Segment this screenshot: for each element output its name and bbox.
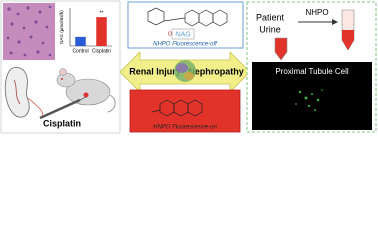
kidney-vessel (13, 79, 21, 105)
enzyme-structure (174, 60, 196, 82)
y-axis-label: NAG (μmol/ml/h) (59, 10, 64, 44)
arrowhead (332, 19, 338, 25)
needle (79, 96, 87, 101)
bar (96, 17, 107, 46)
cell-label: Proximal Tubule Cell (275, 67, 349, 76)
graphical-abstract: NAG (μmol/ml/h) Control Cisplatin ** Cispl… (0, 0, 378, 134)
enzyme-label-box (171, 28, 195, 40)
molecule-off (147, 7, 228, 27)
mouse-head (56, 72, 76, 88)
mini-bar-chart: NAG (μmol/ml/h) Control Cisplatin ** (59, 8, 112, 54)
injection-site (83, 92, 89, 98)
atom-label: O (168, 31, 172, 37)
probe-off-box (127, 1, 244, 49)
enzyme-label: NAG (175, 31, 191, 38)
x-tick-label: Control (72, 48, 88, 54)
mouse-body (65, 78, 111, 106)
histology-image (3, 3, 55, 60)
syringe (39, 98, 81, 120)
probe-on-label: HNPO Fluorescence-on (153, 125, 217, 131)
cell-fluorescence (295, 89, 323, 111)
mouse-ear (59, 68, 67, 76)
significance-label: ** (100, 10, 104, 16)
sample-label-2: Urine (259, 24, 281, 34)
mouse-eye (61, 78, 63, 80)
histology-nuclei (6, 5, 52, 57)
mouse-tail (107, 94, 116, 113)
probe-on-box (129, 89, 241, 133)
drug-label: Cisplatin (43, 118, 81, 128)
right-arrow-label: Nephropathy (188, 66, 244, 76)
probe-label: NHPO (305, 8, 328, 17)
urine-tube (274, 37, 288, 61)
x-tick-label: Cisplatin (92, 48, 111, 54)
molecule-on (151, 99, 203, 117)
cell-image (252, 62, 372, 130)
pointer-line (27, 97, 43, 117)
kidney-drawing (4, 66, 30, 118)
sample-label-1: Patient (256, 12, 285, 22)
left-arrow-label: Renal Injury (129, 66, 181, 76)
product-liquid (342, 30, 354, 50)
probe-off-label: NHPO Fluorescence-off (153, 42, 218, 48)
bar (75, 36, 86, 46)
